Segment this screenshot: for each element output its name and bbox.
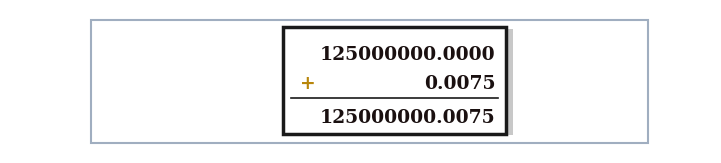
FancyBboxPatch shape: [283, 27, 506, 134]
Text: 125000000.0000: 125000000.0000: [319, 46, 495, 64]
Text: 0.0075: 0.0075: [424, 75, 495, 93]
FancyBboxPatch shape: [290, 29, 513, 135]
Text: +: +: [300, 75, 315, 93]
Text: 125000000.0075: 125000000.0075: [319, 109, 495, 127]
